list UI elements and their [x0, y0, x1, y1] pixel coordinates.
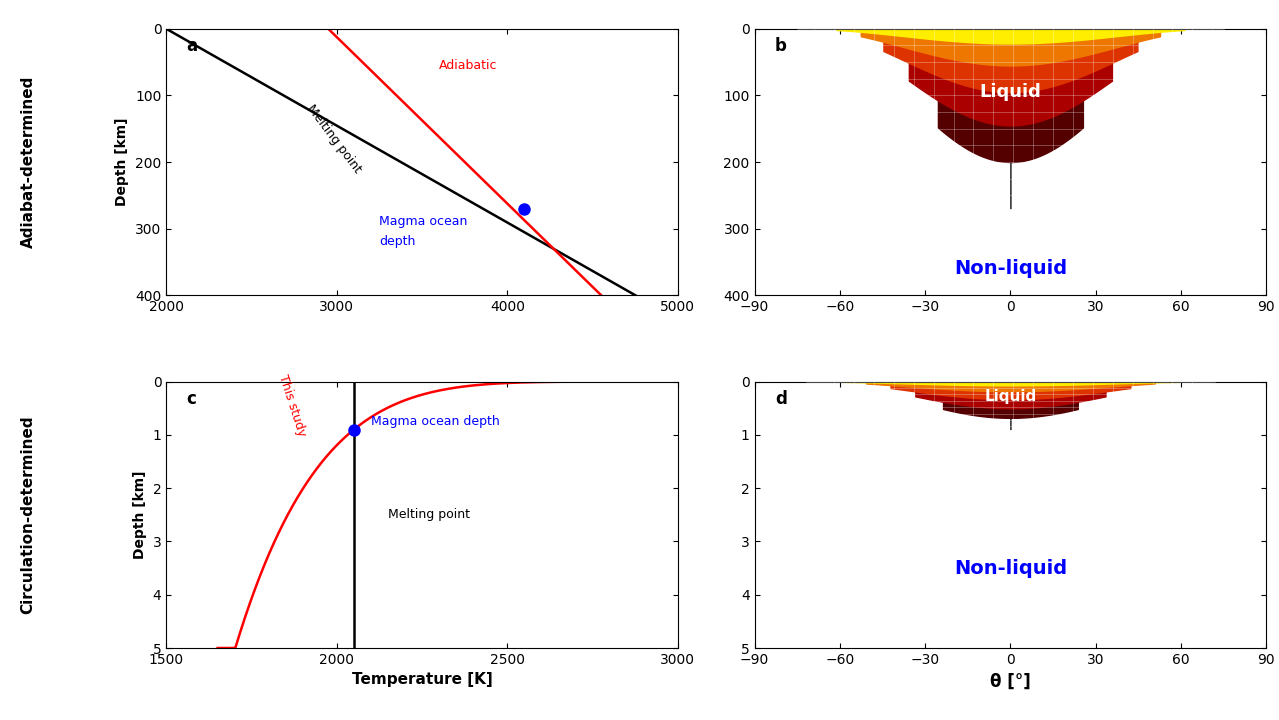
Text: d: d: [775, 390, 787, 408]
Text: Non-liquid: Non-liquid: [954, 559, 1067, 577]
Text: Magma ocean depth: Magma ocean depth: [371, 415, 500, 428]
Text: Liquid: Liquid: [985, 389, 1036, 404]
Text: Magma ocean: Magma ocean: [380, 215, 468, 228]
Text: Melting point: Melting point: [388, 508, 469, 521]
Text: Melting point: Melting point: [303, 102, 363, 176]
Text: c: c: [187, 390, 197, 408]
Text: depth: depth: [380, 235, 416, 248]
X-axis label: Temperature [K]: Temperature [K]: [352, 672, 492, 688]
Text: Adiabatic: Adiabatic: [439, 59, 498, 72]
Text: This study: This study: [276, 373, 308, 438]
Text: Liquid: Liquid: [980, 83, 1041, 101]
Y-axis label: Depth [km]: Depth [km]: [115, 118, 129, 206]
Text: Circulation-determined: Circulation-determined: [20, 415, 36, 614]
Text: a: a: [187, 37, 198, 55]
X-axis label: θ [°]: θ [°]: [990, 672, 1031, 690]
Text: b: b: [775, 37, 787, 55]
Text: Non-liquid: Non-liquid: [954, 259, 1067, 278]
Y-axis label: Depth [km]: Depth [km]: [133, 471, 147, 559]
Text: Adiabat-determined: Adiabat-determined: [20, 76, 36, 248]
